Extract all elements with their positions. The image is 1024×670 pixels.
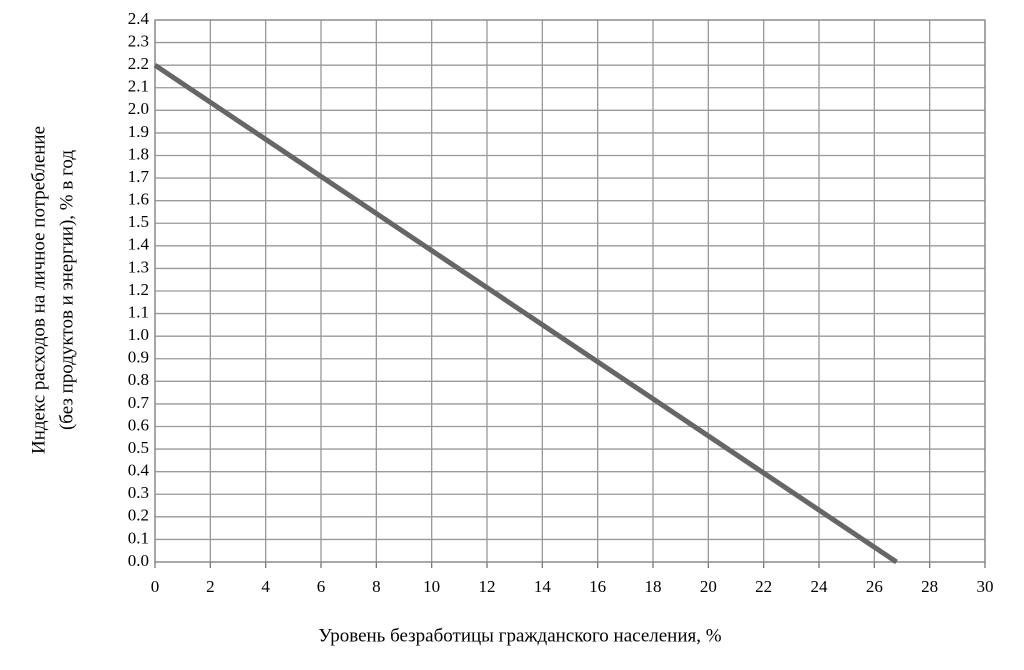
y-tick-label: 1.5 — [128, 212, 149, 231]
y-tick-label: 1.2 — [128, 280, 149, 299]
y-tick-label: 0.0 — [128, 551, 149, 570]
y-tick-label: 0.5 — [128, 438, 149, 457]
y-tick-label: 0.2 — [128, 506, 149, 525]
x-tick-label: 12 — [479, 577, 496, 596]
y-tick-label: 0.6 — [128, 415, 149, 434]
y-tick-label: 2.0 — [128, 99, 149, 118]
x-tick-label: 10 — [423, 577, 440, 596]
y-tick-label: 0.7 — [128, 393, 150, 412]
y-tick-label: 1.3 — [128, 257, 149, 276]
x-tick-label: 16 — [589, 577, 606, 596]
x-axis-label: Уровень безработицы гражданского населен… — [318, 625, 721, 646]
x-tick-label: 4 — [261, 577, 270, 596]
x-tick-label: 28 — [921, 577, 938, 596]
y-tick-label: 2.4 — [128, 9, 150, 28]
y-tick-label: 0.4 — [128, 461, 150, 480]
y-tick-label: 2.3 — [128, 31, 149, 50]
x-tick-label: 6 — [317, 577, 326, 596]
y-tick-label: 1.8 — [128, 144, 149, 163]
y-tick-label: 1.0 — [128, 325, 149, 344]
plot-frame — [154, 19, 986, 563]
y-tick-label: 1.1 — [128, 302, 149, 321]
x-tick-label: 0 — [151, 577, 160, 596]
y-tick-label: 1.7 — [128, 167, 150, 186]
x-tick-label: 22 — [755, 577, 772, 596]
y-axis-label: (без продуктов и энергии), % в год — [56, 150, 77, 430]
x-tick-label: 18 — [645, 577, 662, 596]
x-tick-label: 26 — [866, 577, 883, 596]
y-tick-label: 0.1 — [128, 528, 149, 547]
line — [153, 63, 898, 565]
y-tick-label: 0.9 — [128, 348, 149, 367]
x-tick-label: 20 — [700, 577, 717, 596]
x-tick-label: 24 — [811, 577, 829, 596]
x-tick-label: 30 — [977, 577, 994, 596]
y-axis-label: Индекс расходов на личное потребление — [28, 126, 49, 454]
y-tick-label: 2.2 — [128, 54, 149, 73]
y-tick-label: 1.6 — [128, 190, 149, 209]
x-tick-label: 2 — [206, 577, 215, 596]
y-tick-label: 1.9 — [128, 122, 149, 141]
y-tick-label: 2.1 — [128, 77, 149, 96]
x-tick-label: 14 — [534, 577, 552, 596]
y-tick-label: 0.3 — [128, 483, 149, 502]
x-tick-label: 8 — [372, 577, 381, 596]
y-tick-label: 0.8 — [128, 370, 149, 389]
y-tick-label: 1.4 — [128, 235, 150, 254]
